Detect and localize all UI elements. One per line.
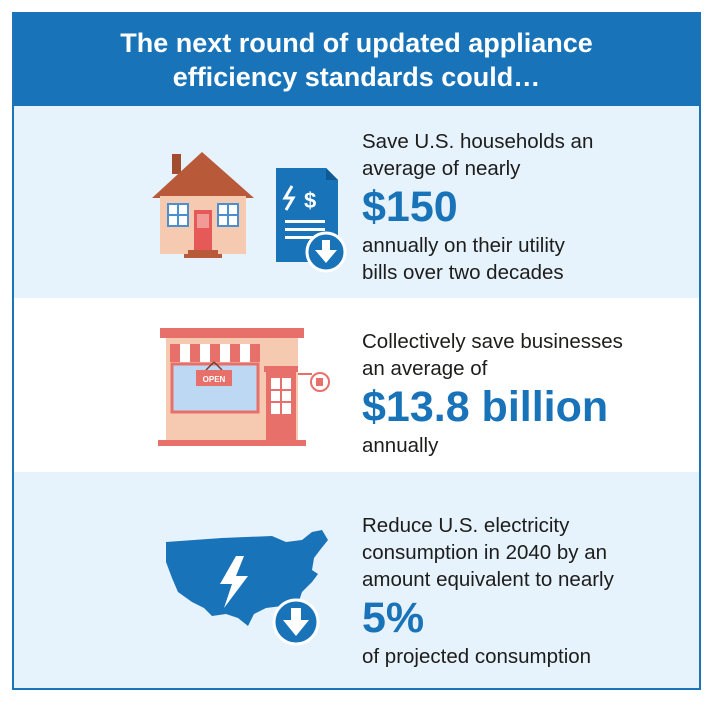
businesses-line-1: Collectively save businesses — [362, 330, 623, 353]
businesses-line-2: an average of — [362, 357, 488, 380]
households-text: Save U.S. households an average of nearl… — [362, 128, 593, 286]
businesses-panel: OPEN Collectively save businesses an ave… — [14, 298, 699, 472]
households-line-3: annually on their utility — [362, 234, 565, 257]
house-bill-icon: $ — [152, 152, 347, 273]
electricity-reduction-value: 5% — [362, 594, 425, 642]
businesses-line-3: annually — [362, 434, 439, 457]
households-line-2: average of nearly — [362, 157, 521, 180]
households-line-4: bills over two decades — [362, 261, 564, 284]
electricity-text: Reduce U.S. electricity consumption in 2… — [362, 512, 614, 670]
households-savings-value: $150 — [362, 183, 458, 231]
infographic-title: The next round of updated appliance effi… — [14, 14, 699, 106]
infographic-frame: The next round of updated appliance effi… — [12, 12, 701, 690]
businesses-savings-value: $13.8 billion — [362, 383, 609, 431]
businesses-text: Collectively save businesses an average … — [362, 328, 623, 459]
electricity-line-4: of projected consumption — [362, 645, 592, 668]
svg-text:$: $ — [304, 188, 316, 213]
title-line-1: The next round of updated appliance — [120, 28, 593, 58]
us-map-lightning-icon — [166, 530, 328, 646]
electricity-panel: Reduce U.S. electricity consumption in 2… — [14, 472, 699, 688]
storefront-icon: OPEN — [158, 328, 330, 446]
open-sign-text: OPEN — [203, 375, 226, 384]
households-panel: $ Save U.S. households an average of nea… — [14, 106, 699, 298]
title-line-2: efficiency standards could… — [172, 62, 541, 92]
electricity-line-2: consumption in 2040 by an — [362, 541, 608, 564]
households-line-1: Save U.S. households an — [362, 130, 594, 153]
electricity-line-3: amount equivalent to nearly — [362, 568, 614, 591]
electricity-line-1: Reduce U.S. electricity — [362, 514, 570, 537]
